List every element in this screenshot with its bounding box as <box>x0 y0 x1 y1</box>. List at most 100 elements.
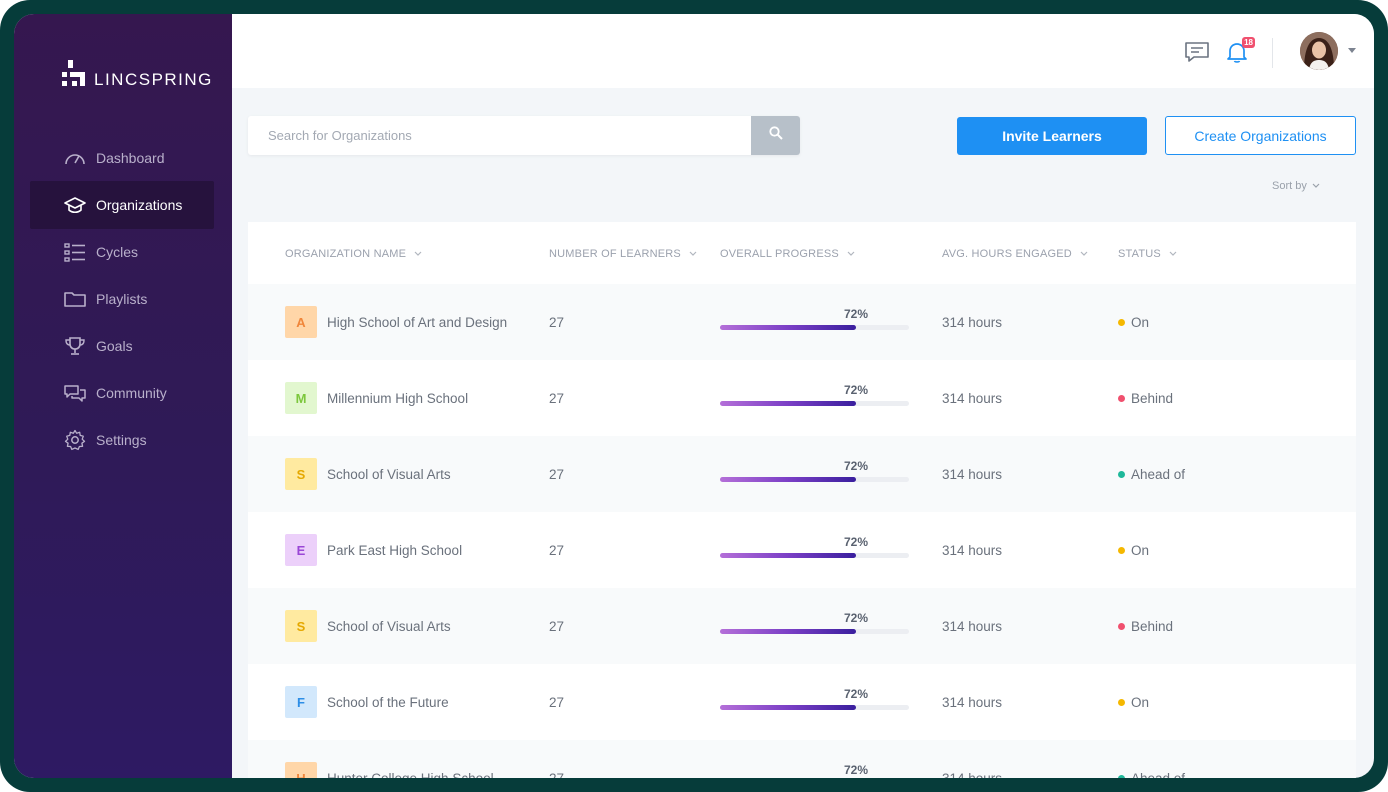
learners-count: 27 <box>549 466 565 482</box>
search-icon <box>768 126 783 145</box>
brand-logo[interactable]: LINCSPRING <box>62 60 213 94</box>
table-row[interactable]: E Park East High School 27 72% 314 hours On <box>248 512 1356 588</box>
progress-bar: 72% <box>720 360 910 436</box>
chevron-down-icon <box>847 251 855 256</box>
organization-name[interactable]: School of Visual Arts <box>327 618 451 634</box>
sort-by-dropdown[interactable]: Sort by <box>1272 180 1320 192</box>
sidebar-item-goals[interactable]: Goals <box>30 322 214 370</box>
notification-badge: 18 <box>1242 37 1255 48</box>
status-label: Behind <box>1131 390 1174 406</box>
column-header-organization-name[interactable]: ORGANIZATION NAME <box>285 248 422 260</box>
organization-name[interactable]: School of Visual Arts <box>327 466 451 482</box>
status-dot-icon <box>1118 698 1125 706</box>
search-bar <box>248 116 800 155</box>
organization-cell: M Millennium High School <box>285 360 468 436</box>
org-letter-avatar: M <box>285 382 317 414</box>
search-input[interactable] <box>248 116 751 155</box>
column-header-avg-hours-engaged[interactable]: AVG. HOURS ENGAGED <box>942 248 1088 260</box>
hours-engaged: 314 hours <box>942 466 1003 482</box>
organization-name[interactable]: Hunter College High School <box>327 770 494 779</box>
organization-name[interactable]: School of the Future <box>327 694 449 710</box>
learners-count: 27 <box>549 770 565 779</box>
organization-cell: H Hunter College High School <box>285 740 494 778</box>
sidebar-item-label: Organizations <box>96 197 183 213</box>
chevron-down-icon <box>1080 251 1088 256</box>
sidebar-item-label: Dashboard <box>96 150 165 166</box>
sidebar-item-cycles[interactable]: Cycles <box>30 228 214 276</box>
status-label: On <box>1131 314 1150 330</box>
table-row[interactable]: M Millennium High School 27 72% 314 hours Beh… <box>248 360 1356 436</box>
progress-fill <box>720 401 856 406</box>
progress-fill <box>720 477 856 482</box>
column-label: STATUS <box>1118 248 1161 260</box>
table-row[interactable]: S School of Visual Arts 27 72% 314 hours Behi… <box>248 588 1356 664</box>
org-letter-avatar: A <box>285 306 317 338</box>
top-header: 18 <box>232 14 1374 88</box>
trophy-icon <box>64 335 86 357</box>
organization-name[interactable]: Park East High School <box>327 542 463 558</box>
learners-count: 27 <box>549 618 565 634</box>
sidebar-item-community[interactable]: Community <box>30 369 214 417</box>
learners-count: 27 <box>549 314 565 330</box>
table-row[interactable]: H Hunter College High School 27 72% 314 hour… <box>248 740 1356 778</box>
progress-value: 72% <box>843 459 869 473</box>
progress-track <box>720 477 909 482</box>
column-header-number-of-learners[interactable]: NUMBER OF LEARNERS <box>549 248 697 260</box>
search-button[interactable] <box>751 116 800 155</box>
header-divider <box>1272 38 1273 68</box>
status-badge: On <box>1118 512 1149 588</box>
chevron-down-icon[interactable] <box>1348 48 1356 53</box>
progress-bar: 72% <box>720 588 910 664</box>
messages-icon[interactable] <box>1184 40 1210 64</box>
org-letter-avatar: S <box>285 610 317 642</box>
sidebar-item-settings[interactable]: Settings <box>30 416 214 464</box>
learners-count: 27 <box>549 694 565 710</box>
status-badge: Behind <box>1118 588 1173 664</box>
sidebar-item-dashboard[interactable]: Dashboard <box>30 134 214 182</box>
column-header-overall-progress[interactable]: OVERALL PROGRESS <box>720 248 855 260</box>
avatar[interactable] <box>1300 32 1338 70</box>
brand-name: LINCSPRING <box>94 70 213 89</box>
progress-track <box>720 325 909 330</box>
progress-bar: 72% <box>720 512 910 588</box>
app-screen: LINCSPRING Dashboard Organizations Cycle… <box>14 14 1374 778</box>
chevron-down-icon <box>1312 180 1320 192</box>
progress-value: 72% <box>843 535 869 549</box>
gauge-icon <box>64 147 86 169</box>
gear-icon <box>64 429 86 451</box>
table-body: A High School of Art and Design 27 72% 314 h… <box>248 284 1356 778</box>
sidebar-item-label: Community <box>96 385 167 401</box>
sidebar-item-label: Goals <box>96 338 133 354</box>
status-label: Ahead of <box>1131 466 1186 482</box>
organization-cell: S School of Visual Arts <box>285 588 451 664</box>
progress-fill <box>720 325 856 330</box>
sidebar-item-label: Cycles <box>96 244 139 260</box>
table-row[interactable]: F School of the Future 27 72% 314 hours On <box>248 664 1356 740</box>
column-header-status[interactable]: STATUS <box>1118 248 1177 260</box>
create-organizations-button[interactable]: Create Organizations <box>1165 116 1356 155</box>
table-row[interactable]: A High School of Art and Design 27 72% 314 h… <box>248 284 1356 360</box>
hours-engaged: 314 hours <box>942 770 1003 779</box>
sidebar-item-organizations[interactable]: Organizations <box>30 181 214 229</box>
sidebar-nav: Dashboard Organizations Cycles Playlists <box>30 134 214 463</box>
sidebar-item-label: Settings <box>96 432 147 448</box>
status-dot-icon <box>1118 394 1125 402</box>
status-dot-icon <box>1118 546 1125 554</box>
chevron-down-icon <box>414 251 422 256</box>
invite-learners-button[interactable]: Invite Learners <box>957 117 1147 155</box>
status-dot-icon <box>1118 318 1125 326</box>
progress-bar: 72% <box>720 664 910 740</box>
progress-value: 72% <box>843 383 869 397</box>
progress-value: 72% <box>843 687 869 701</box>
notifications-bell-icon[interactable]: 18 <box>1225 37 1255 64</box>
table-row[interactable]: S School of Visual Arts 27 72% 314 hours Ahea… <box>248 436 1356 512</box>
table-header: ORGANIZATION NAME NUMBER OF LEARNERS OVE… <box>248 222 1356 284</box>
org-letter-avatar: S <box>285 458 317 490</box>
progress-fill <box>720 629 856 634</box>
sidebar-item-playlists[interactable]: Playlists <box>30 275 214 323</box>
logo-mark-icon <box>62 60 88 94</box>
organization-name[interactable]: Millennium High School <box>327 390 469 406</box>
progress-bar: 72% <box>720 436 910 512</box>
organization-name[interactable]: High School of Art and Design <box>327 314 508 330</box>
